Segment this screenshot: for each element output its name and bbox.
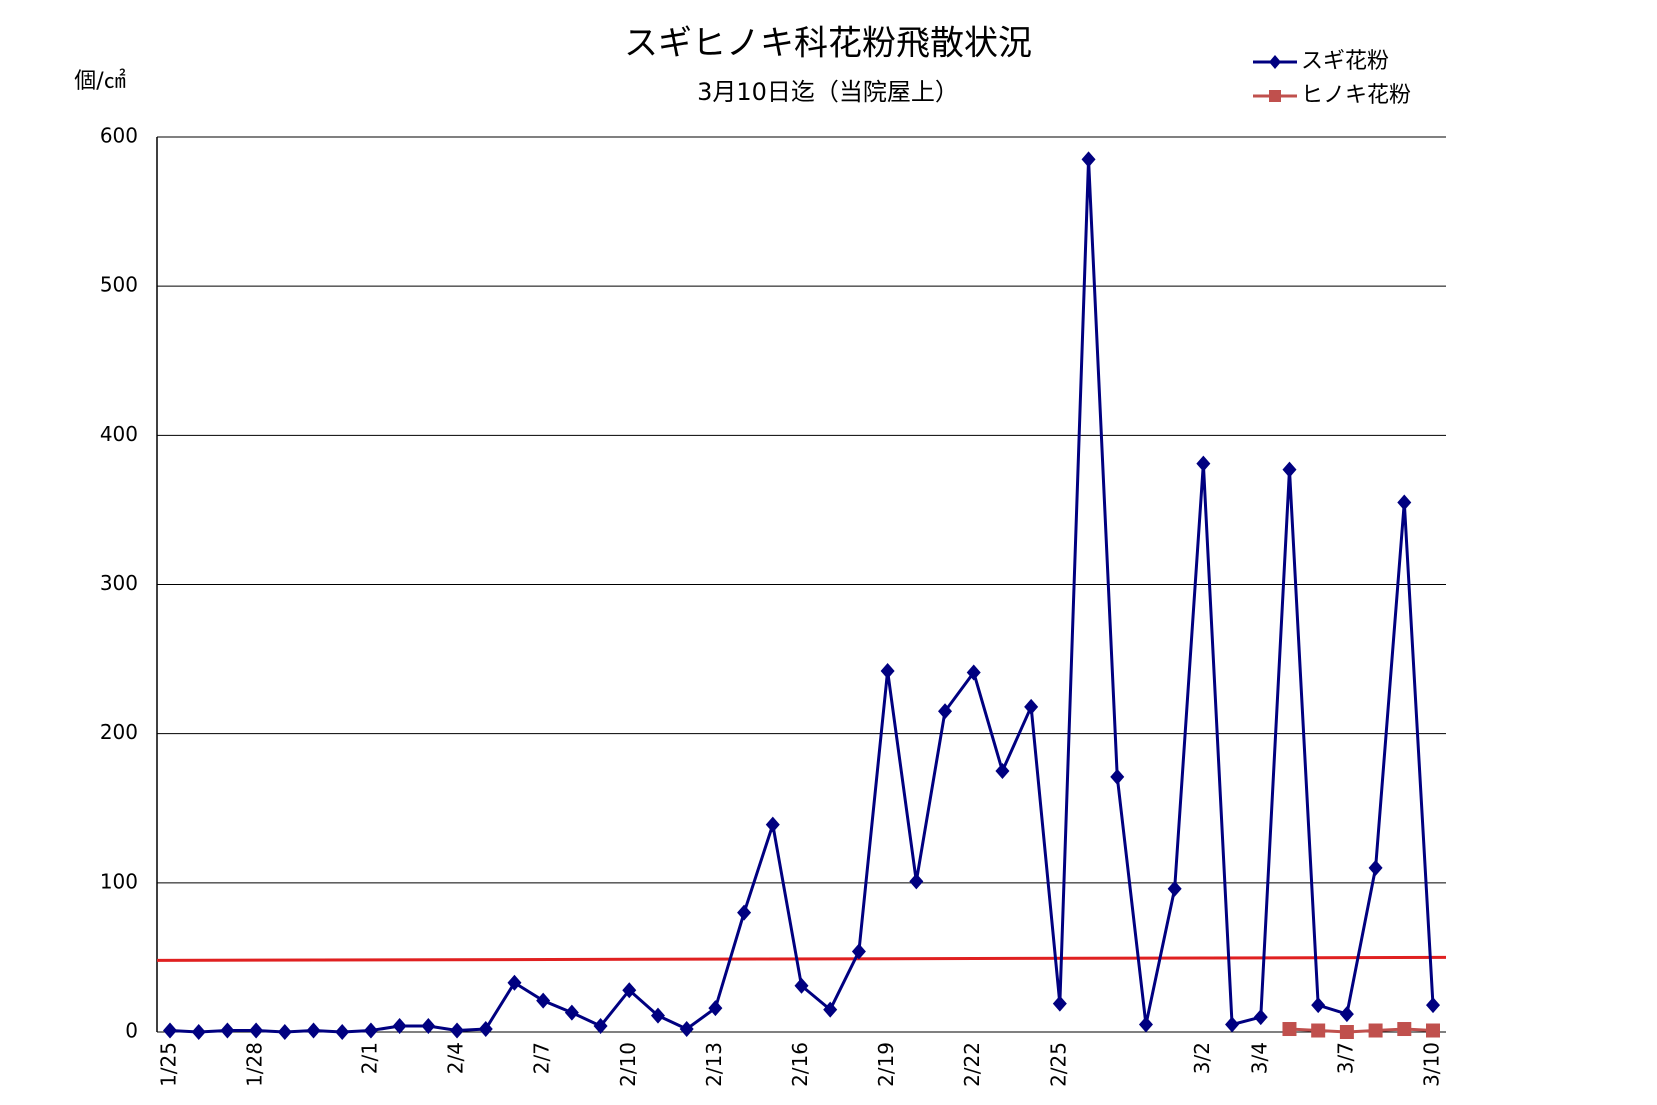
data-point	[220, 1022, 235, 1039]
x-tick-label: 2/19	[874, 1042, 898, 1087]
y-tick-label: 500	[100, 273, 138, 297]
data-point	[249, 1022, 264, 1039]
x-tick-label: 2/1	[357, 1042, 381, 1074]
x-tick-label: 1/28	[243, 1042, 267, 1087]
x-tick-label: 1/25	[157, 1042, 181, 1087]
data-point	[1339, 1006, 1354, 1023]
data-point	[1282, 1022, 1297, 1037]
data-point	[1081, 151, 1096, 168]
data-point	[909, 873, 924, 890]
data-point	[1138, 1016, 1153, 1033]
data-point	[564, 1004, 579, 1021]
data-point	[1311, 997, 1326, 1014]
y-tick-label: 400	[100, 422, 138, 446]
data-point	[593, 1018, 608, 1035]
data-point	[191, 1024, 206, 1040]
data-point	[995, 762, 1010, 779]
x-tick-label: 2/10	[616, 1042, 640, 1087]
data-point	[765, 816, 780, 833]
data-point	[1397, 1022, 1412, 1037]
legend-label: スギ花粉	[1301, 49, 1389, 74]
data-point	[1282, 461, 1297, 478]
data-point	[1311, 1023, 1326, 1038]
x-tick-label: 2/22	[960, 1042, 984, 1087]
data-point	[1339, 1025, 1354, 1039]
data-point	[536, 992, 551, 1009]
y-tick-label: 0	[125, 1019, 138, 1043]
x-tick-label: 3/2	[1190, 1042, 1214, 1074]
data-point	[1196, 455, 1211, 472]
data-point	[794, 977, 809, 994]
data-point	[277, 1024, 292, 1040]
data-point	[163, 1022, 177, 1039]
y-tick-label: 200	[100, 720, 138, 744]
data-point	[1167, 880, 1182, 897]
data-point	[1426, 1023, 1440, 1038]
legend-marker	[1269, 55, 1281, 69]
data-point	[335, 1024, 350, 1040]
legend-marker	[1269, 90, 1281, 102]
x-tick-label: 2/16	[788, 1042, 812, 1087]
chart-title: スギヒノキ科花粉飛散状況	[624, 24, 1032, 64]
data-point	[737, 904, 752, 921]
data-point	[421, 1018, 436, 1035]
x-tick-label: 2/4	[444, 1042, 468, 1074]
x-tick-label: 2/25	[1046, 1042, 1070, 1087]
data-point	[1110, 768, 1125, 785]
data-point	[478, 1021, 493, 1038]
x-tick-label: 2/7	[530, 1042, 554, 1074]
y-tick-label: 100	[100, 869, 138, 893]
data-point	[823, 1001, 838, 1018]
data-point	[1368, 859, 1383, 876]
data-point	[938, 703, 953, 720]
data-point	[1368, 1023, 1383, 1038]
data-point	[1426, 997, 1440, 1014]
data-point	[306, 1022, 321, 1039]
data-point	[679, 1021, 694, 1038]
data-point	[363, 1022, 378, 1039]
data-point	[622, 982, 637, 999]
data-point	[1052, 995, 1067, 1012]
data-point	[650, 1007, 665, 1024]
chart-subtitle: 3月10日迄（当院屋上）	[697, 78, 959, 106]
y-tick-label: 600	[100, 124, 138, 148]
data-point	[880, 663, 895, 680]
data-point	[1253, 1009, 1268, 1026]
data-point	[1024, 698, 1039, 715]
series-line	[169, 159, 1435, 1034]
data-point	[450, 1022, 465, 1039]
data-point	[966, 664, 981, 681]
x-tick-label: 2/13	[702, 1042, 726, 1087]
data-point	[1225, 1016, 1240, 1033]
data-point	[392, 1018, 407, 1035]
x-tick-label: 3/7	[1333, 1042, 1357, 1074]
reference-line	[156, 955, 1447, 962]
data-point	[1397, 494, 1412, 511]
data-point	[507, 974, 522, 991]
data-point	[851, 943, 866, 960]
y-tick-label: 300	[100, 571, 138, 595]
data-point	[708, 1000, 723, 1017]
x-tick-label: 3/4	[1247, 1042, 1271, 1074]
x-tick-label: 3/10	[1420, 1042, 1444, 1087]
y-axis-label: 個/㎠	[74, 68, 125, 94]
legend-label: ヒノキ花粉	[1301, 83, 1411, 108]
